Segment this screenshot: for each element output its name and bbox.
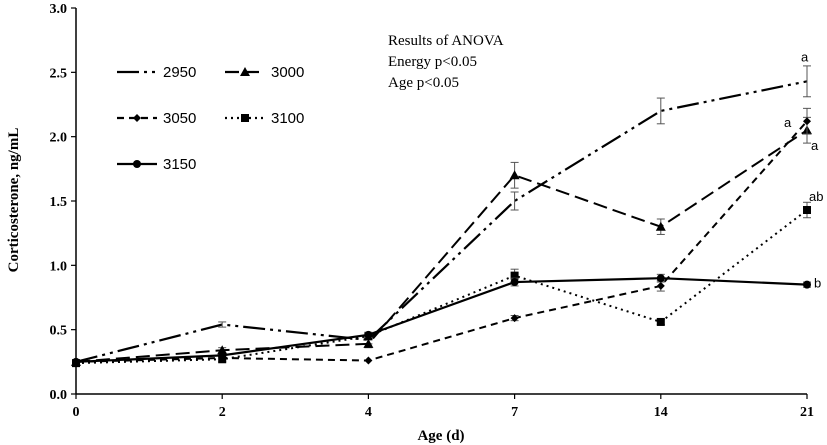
data-point [72,357,80,366]
legend-item-3100: 3100 [225,110,304,127]
significance-letter-3100: ab [809,189,823,204]
data-point [364,330,373,339]
x-axis-title: Age (d) [417,428,464,444]
significance-letter-3050: a [784,115,792,130]
x-tick-group: 0 2 4 7 14 21 [73,394,814,420]
legend-marker [241,114,249,122]
data-point [803,206,811,215]
legend-item-2950: 2950 [117,64,196,81]
series-line-3150 [75,277,808,363]
significance-letter-3000: a [811,138,819,153]
series-2950 [75,65,811,363]
series-3050 [72,107,811,366]
data-point [510,271,519,280]
anova-annotation: Results of ANOVA Energy p<0.05 Age p<0.0… [388,33,504,91]
significance-letter-3150: b [814,276,821,291]
legend-item-3050: 3050 [117,110,196,127]
data-point [510,314,519,323]
y-tick-label: 1.5 [50,195,68,210]
anova-title: Results of ANOVA [388,33,504,49]
anova-energy: Energy p<0.05 [388,54,477,70]
series-3100 [72,201,811,368]
data-point [803,280,811,289]
y-tick-label: 2.0 [50,131,68,146]
series-3150 [72,273,811,366]
legend-label: 3150 [163,156,196,173]
x-tick-label: 7 [511,405,518,420]
data-point [510,278,519,287]
series-line-2950 [75,80,808,363]
x-tick-label: 0 [73,405,80,420]
y-tick-label: 1.0 [50,259,68,274]
data-point [364,356,373,365]
legend: 2950 3000 3050 3100 3150 [117,64,304,173]
data-point [655,221,666,231]
legend-label: 3050 [163,110,196,127]
y-tick-group: 0.0 0.5 1.0 1.5 2.0 2.5 3.0 [50,2,76,403]
legend-label: 3100 [271,110,304,127]
data-point [656,317,665,326]
series-line-3100 [75,209,808,365]
significance-letter-2950: a [801,49,809,64]
significance-letters: a a a ab b [784,49,823,290]
y-tick-label: 0.0 [50,388,68,403]
data-point [218,351,227,360]
legend-label: 2950 [163,64,196,81]
series-line-3050 [75,120,808,363]
legend-marker [133,160,141,168]
x-tick-label: 21 [800,405,814,420]
legend-marker [240,67,250,76]
data-point [363,338,374,348]
anova-age: Age p<0.05 [388,75,459,91]
series-line-3000 [75,129,808,363]
y-axis-title: Corticosterone, ng/mL [6,128,22,273]
legend-item-3000: 3000 [225,64,304,81]
x-tick-label: 2 [219,405,226,420]
y-tick-label: 0.5 [50,324,68,339]
x-tick-label: 4 [365,405,372,420]
y-tick-label: 2.5 [50,66,68,81]
y-tick-label: 3.0 [50,2,68,17]
series-layer [71,65,812,368]
data-point [803,117,811,126]
legend-label: 3000 [271,64,304,81]
data-point [656,274,665,283]
data-point [217,345,228,355]
x-tick-label: 14 [654,405,668,420]
legend-marker [133,114,141,122]
legend-item-3150: 3150 [117,156,196,173]
data-point [656,281,665,290]
data-point [509,170,520,180]
